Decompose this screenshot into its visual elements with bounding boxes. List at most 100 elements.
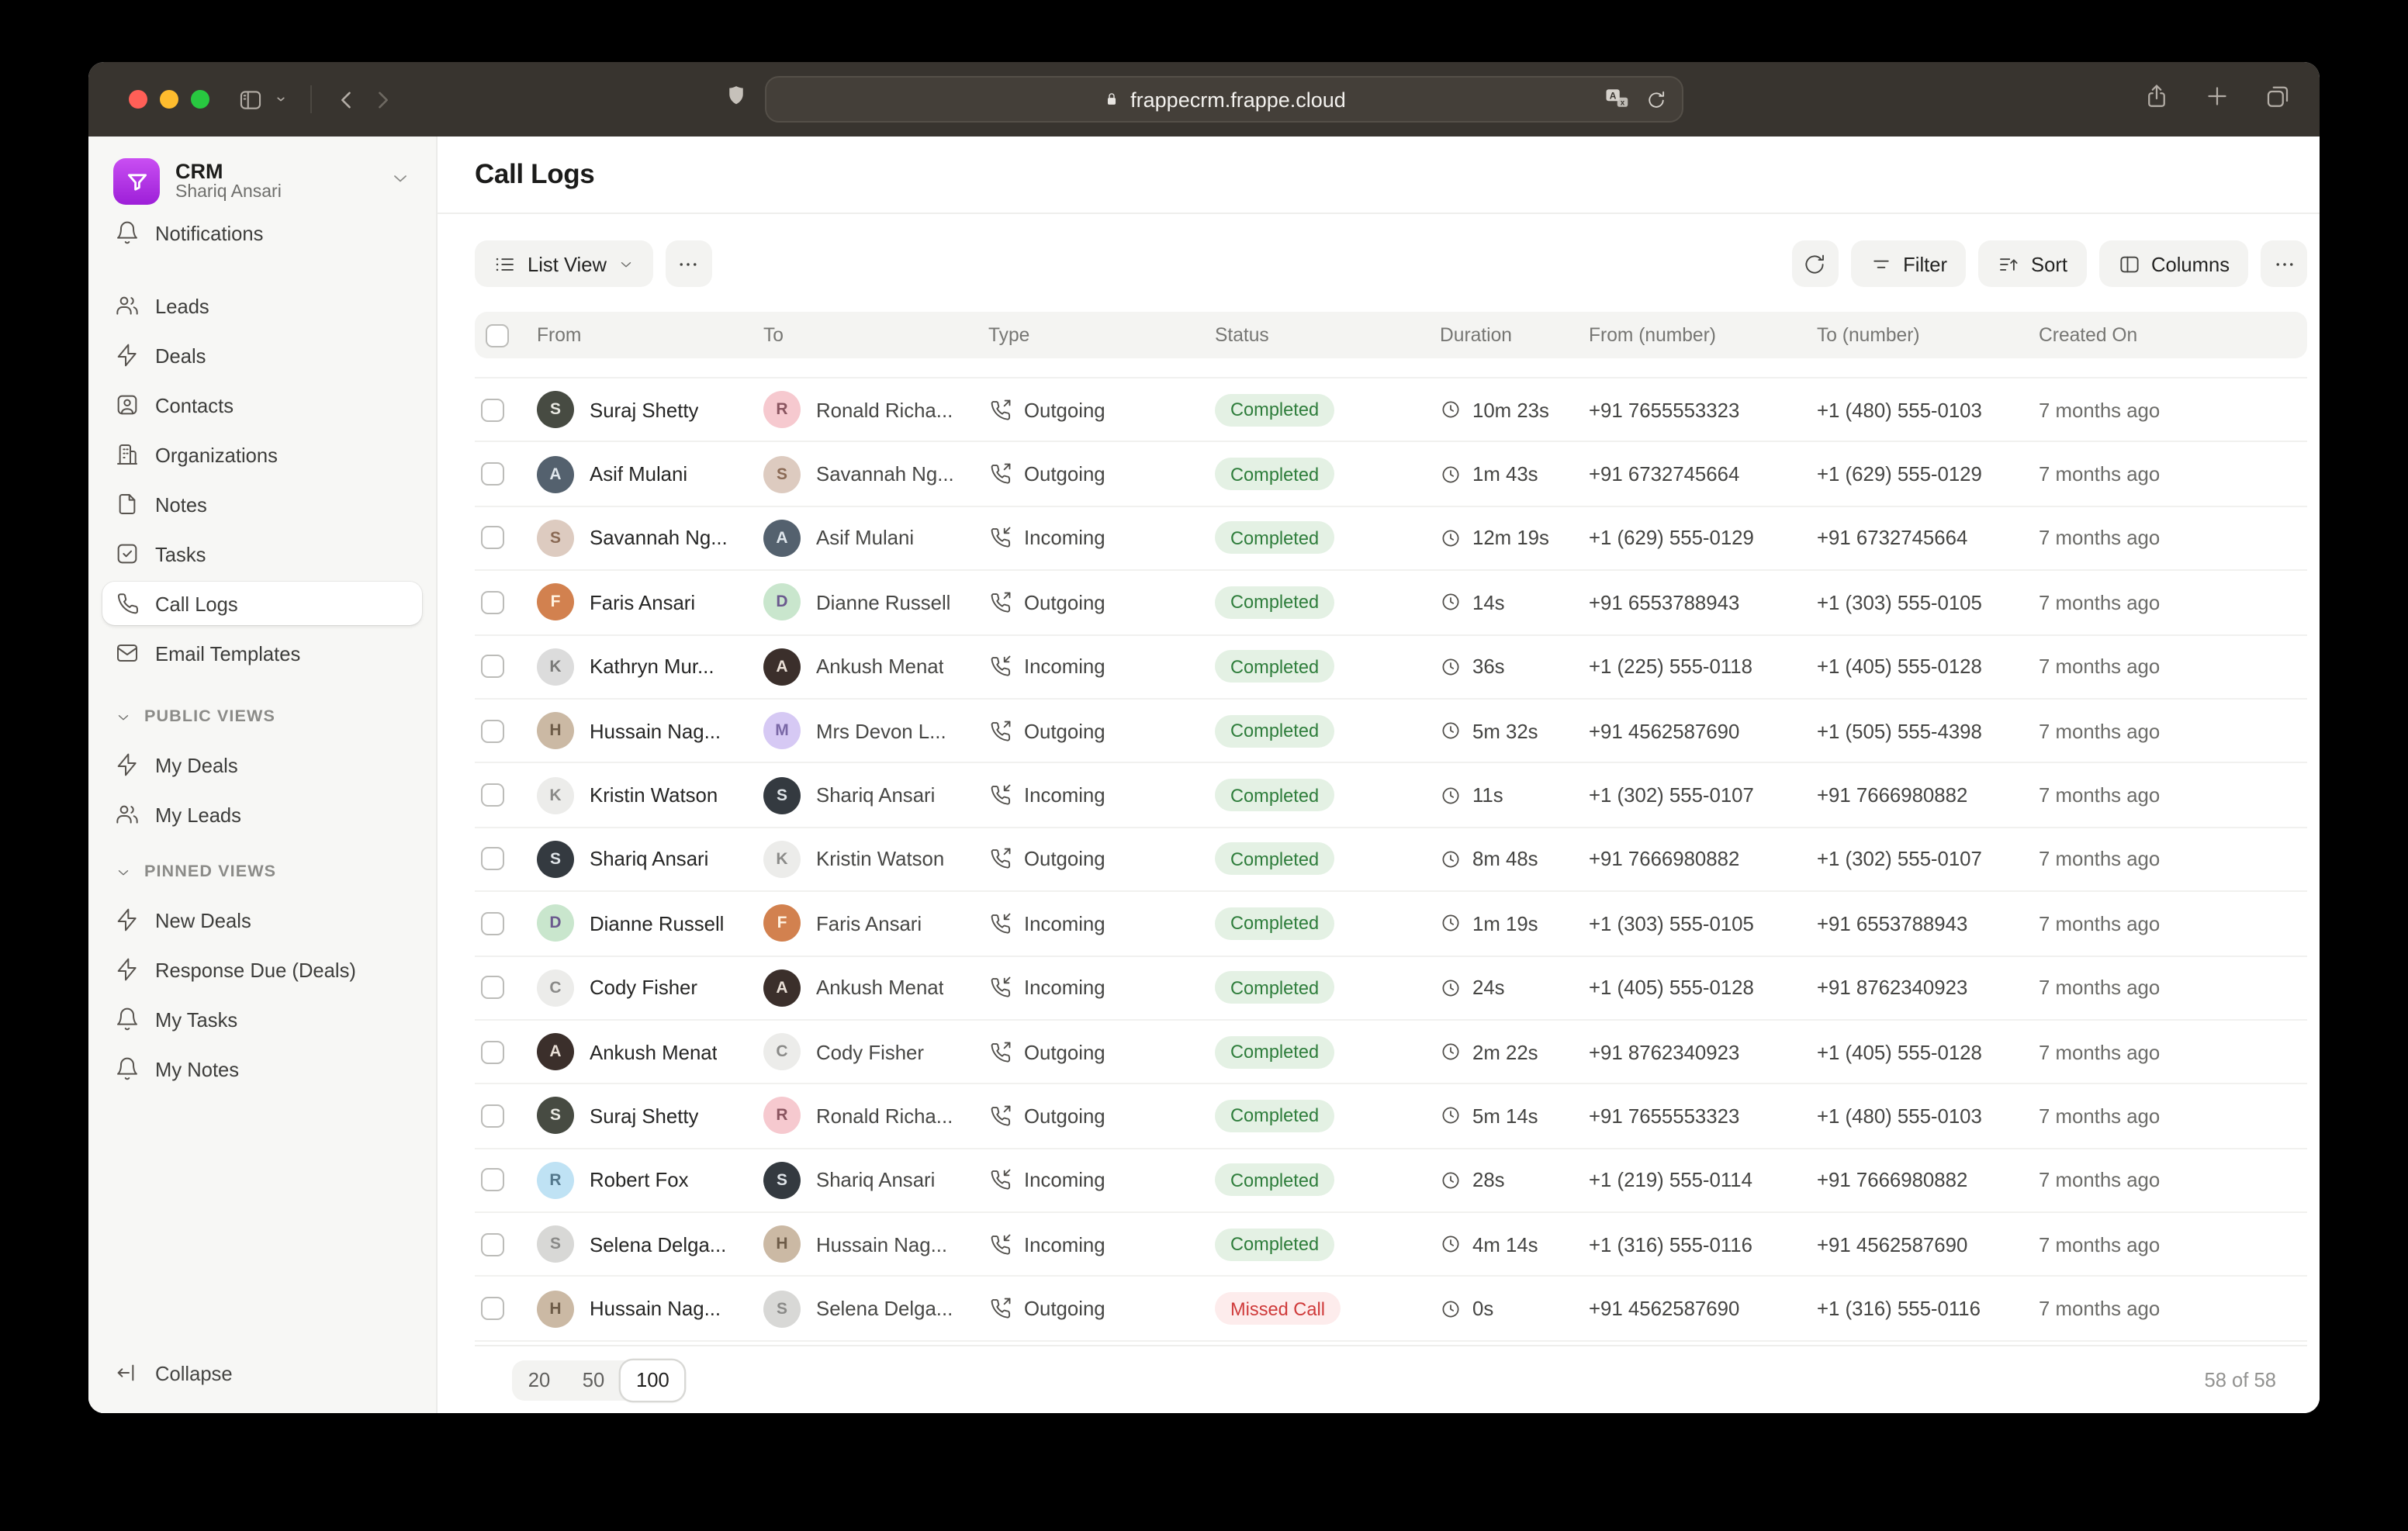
sidebar-item-notifications[interactable]: Notifications (102, 211, 422, 254)
from-cell[interactable]: K Kristin Watson (531, 776, 757, 814)
to-cell[interactable]: S Shariq Ansari (757, 1161, 982, 1199)
table-row[interactable]: H Hussain Nag... S Selena Delga... Outgo… (475, 1277, 2307, 1342)
new-tab-icon[interactable] (2203, 81, 2231, 117)
from-cell[interactable]: H Hussain Nag... (531, 712, 757, 750)
to-cell[interactable]: A Asif Mulani (757, 519, 982, 557)
sidebar-item-my-notes[interactable]: My Notes (102, 1047, 422, 1090)
row-checkbox[interactable] (481, 1297, 504, 1321)
table-row[interactable]: S Shariq Ansari K Kristin Watson Outgoin… (475, 828, 2307, 893)
from-cell[interactable]: S Savannah Ng... (531, 519, 757, 557)
to-cell[interactable]: M Mrs Devon L... (757, 712, 982, 750)
to-cell[interactable]: D Dianne Russell (757, 583, 982, 621)
page-size-100[interactable]: 100 (621, 1360, 685, 1400)
from-cell[interactable]: R Robert Fox (531, 1161, 757, 1199)
to-cell[interactable]: K Kristin Watson (757, 840, 982, 878)
table-row[interactable]: H Hussain Nag... M Mrs Devon L... Outgoi… (475, 700, 2307, 764)
filter-button[interactable]: Filter (1850, 240, 1967, 287)
section-header-pinned-views[interactable]: PINNED VIEWS (102, 862, 422, 881)
table-row[interactable]: F Faris Ansari D Dianne Russell Outgoing… (475, 571, 2307, 636)
sidebar-toggle-button[interactable] (237, 86, 264, 112)
sidebar-item-my-deals[interactable]: My Deals (102, 743, 422, 786)
from-cell[interactable]: D Dianne Russell (531, 904, 757, 942)
row-checkbox[interactable] (481, 847, 504, 871)
sidebar-item-new-deals[interactable]: New Deals (102, 898, 422, 942)
row-checkbox[interactable] (481, 590, 504, 614)
from-cell[interactable]: A Ankush Menat (531, 1033, 757, 1071)
column-header-created-on[interactable]: Created On (2039, 324, 2138, 346)
from-cell[interactable]: C Cody Fisher (531, 969, 757, 1007)
sidebar-item-notes[interactable]: Notes (102, 482, 422, 526)
column-header-status[interactable]: Status (1215, 324, 1269, 346)
table-row[interactable]: S Savannah Ng... A Asif Mulani Incoming … (475, 507, 2307, 572)
page-size-50[interactable]: 50 (566, 1360, 621, 1400)
from-cell[interactable]: A Asif Mulani (531, 455, 757, 493)
translate-icon[interactable] (1603, 85, 1631, 113)
to-cell[interactable]: A Ankush Menat (757, 648, 982, 686)
sort-button[interactable]: Sort (1978, 240, 2086, 287)
sidebar-item-email-templates[interactable]: Email Templates (102, 631, 422, 675)
address-bar[interactable]: frappecrm.frappe.cloud (765, 76, 1683, 123)
table-row[interactable]: A Ankush Menat C Cody Fisher Outgoing Co… (475, 1021, 2307, 1085)
page-size-20[interactable]: 20 (512, 1360, 566, 1400)
forward-button[interactable] (369, 86, 396, 112)
column-header-to-number[interactable]: To (number) (1817, 324, 1920, 346)
select-all-checkbox[interactable] (486, 323, 509, 347)
from-cell[interactable]: F Faris Ansari (531, 583, 757, 621)
row-checkbox[interactable] (481, 783, 504, 807)
to-cell[interactable]: R Ronald Richa... (757, 1097, 982, 1135)
section-header-public-views[interactable]: PUBLIC VIEWS (102, 707, 422, 726)
sidebar-item-organizations[interactable]: Organizations (102, 433, 422, 476)
sidebar-item-tasks[interactable]: Tasks (102, 532, 422, 575)
from-cell[interactable]: K Kathryn Mur... (531, 648, 757, 686)
share-icon[interactable] (2143, 81, 2171, 117)
row-checkbox[interactable] (481, 1232, 504, 1256)
column-header-from[interactable]: From (537, 324, 582, 346)
row-checkbox[interactable] (481, 526, 504, 550)
column-header-to[interactable]: To (763, 324, 784, 346)
sidebar-item-response-due-deals[interactable]: Response Due (Deals) (102, 948, 422, 991)
to-cell[interactable]: F Faris Ansari (757, 904, 982, 942)
list-more-button[interactable] (2261, 240, 2307, 287)
row-checkbox[interactable] (481, 462, 504, 486)
row-checkbox[interactable] (481, 398, 504, 422)
view-more-button[interactable] (665, 240, 712, 287)
privacy-shield-icon[interactable] (725, 82, 748, 116)
to-cell[interactable]: H Hussain Nag... (757, 1225, 982, 1263)
row-checkbox[interactable] (481, 719, 504, 743)
sidebar-item-leads[interactable]: Leads (102, 284, 422, 327)
from-cell[interactable]: S Suraj Shetty (531, 1097, 757, 1135)
column-header-duration[interactable]: Duration (1440, 324, 1512, 346)
table-row[interactable]: K Kristin Watson S Shariq Ansari Incomin… (475, 764, 2307, 828)
table-row[interactable]: S Selena Delga... H Hussain Nag... Incom… (475, 1213, 2307, 1277)
table-row[interactable]: K Kathryn Mur... A Ankush Menat Incoming… (475, 635, 2307, 700)
sidebar-item-contacts[interactable]: Contacts (102, 383, 422, 427)
table-row[interactable]: C Cody Fisher A Ankush Menat Incoming Co… (475, 956, 2307, 1021)
from-cell[interactable]: S Shariq Ansari (531, 840, 757, 878)
sidebar-item-deals[interactable]: Deals (102, 334, 422, 377)
to-cell[interactable]: S Shariq Ansari (757, 776, 982, 814)
table-row[interactable]: R Robert Fox S Shariq Ansari Incoming Co… (475, 1149, 2307, 1214)
zoom-window-button[interactable] (191, 90, 209, 109)
sidebar-item-my-leads[interactable]: My Leads (102, 793, 422, 836)
row-checkbox[interactable] (481, 976, 504, 1000)
reload-icon[interactable] (1645, 88, 1668, 111)
column-header-type[interactable]: Type (988, 324, 1030, 346)
column-header-from-number[interactable]: From (number) (1589, 324, 1716, 346)
table-row[interactable]: D Dianne Russell F Faris Ansari Incoming… (475, 892, 2307, 957)
from-cell[interactable]: S Selena Delga... (531, 1225, 757, 1263)
sidebar-item-call-logs[interactable]: Call Logs (102, 582, 422, 625)
from-cell[interactable]: S Suraj Shetty (531, 391, 757, 429)
back-button[interactable] (334, 86, 360, 112)
row-checkbox[interactable] (481, 655, 504, 679)
from-cell[interactable]: H Hussain Nag... (531, 1290, 757, 1328)
row-checkbox[interactable] (481, 1040, 504, 1064)
to-cell[interactable]: S Savannah Ng... (757, 455, 982, 493)
columns-button[interactable]: Columns (2098, 240, 2248, 287)
row-checkbox[interactable] (481, 911, 504, 935)
table-row[interactable]: S Suraj Shetty R Ronald Richa... Outgoin… (475, 1085, 2307, 1149)
to-cell[interactable]: C Cody Fisher (757, 1033, 982, 1071)
table-row[interactable]: A Asif Mulani S Savannah Ng... Outgoing … (475, 443, 2307, 507)
to-cell[interactable]: A Ankush Menat (757, 969, 982, 1007)
sidebar-chevron-icon[interactable] (273, 92, 289, 107)
view-selector-button[interactable]: List View (475, 240, 653, 287)
